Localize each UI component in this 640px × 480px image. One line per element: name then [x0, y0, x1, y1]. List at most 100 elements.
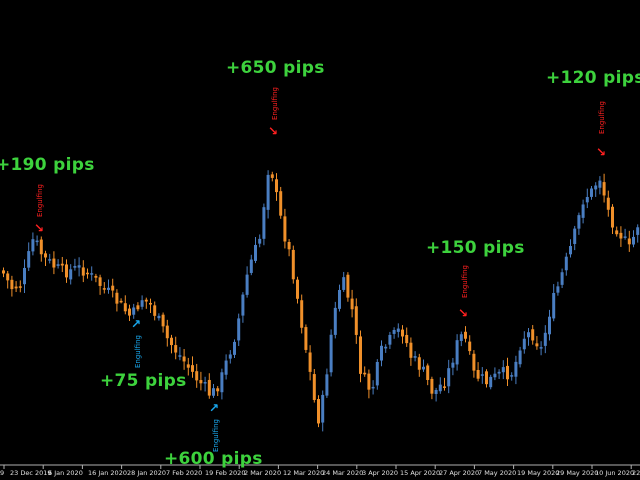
candle-body: [195, 371, 199, 381]
candle-body: [115, 292, 119, 304]
profit-label-150: +150 pips: [426, 238, 525, 258]
candle-body: [539, 347, 543, 349]
arrow-up-right-icon: ↗: [131, 317, 142, 331]
candle-body: [77, 265, 81, 268]
candle-body: [245, 274, 249, 295]
candle-body: [325, 374, 329, 396]
x-axis-label: 24 Mar 2020: [322, 469, 364, 477]
buy-signal-label: Engulfing: [212, 419, 220, 452]
candle-body: [81, 267, 85, 276]
candle-body: [573, 228, 577, 244]
candle-body: [333, 307, 337, 335]
candle-body: [178, 355, 182, 357]
candle-body: [186, 364, 190, 368]
candle-body: [623, 236, 627, 238]
candle-body: [44, 253, 47, 258]
candle-body: [359, 336, 362, 374]
candle-body: [136, 305, 140, 310]
candle-body: [392, 329, 396, 334]
candle-body: [153, 305, 157, 316]
profit-label-600: +600 pips: [164, 449, 263, 469]
arrow-down-right-icon: ↘: [458, 306, 469, 320]
x-axis-label: 7 May 2020: [478, 469, 517, 477]
x-axis-label: 2 Mar 2020: [244, 469, 282, 477]
candle-body: [581, 204, 585, 218]
candle-body: [338, 290, 341, 309]
candle-body: [514, 361, 518, 377]
sell-signal-label: Engulfing: [271, 87, 279, 120]
sell-signal-label: Engulfing: [598, 101, 606, 134]
candle-body: [10, 279, 14, 290]
candle-body: [228, 354, 232, 359]
candle-body: [321, 394, 325, 423]
candle-body: [506, 365, 509, 380]
candle-body: [279, 191, 283, 216]
candle-body: [102, 288, 106, 290]
candle-body: [241, 294, 245, 316]
candle-body: [380, 345, 383, 361]
candle-body: [254, 244, 257, 261]
candle-body: [56, 264, 60, 266]
candle-body: [304, 327, 308, 350]
candle-body: [632, 236, 635, 245]
buy-signal-label: Engulfing: [134, 335, 142, 368]
candle-body: [249, 259, 253, 273]
candle-body: [94, 275, 98, 278]
candle-body: [65, 264, 68, 278]
candle-body: [585, 197, 589, 203]
candle-body: [560, 272, 564, 285]
candle-body: [606, 197, 610, 210]
candle-body: [611, 206, 614, 228]
candle-body: [548, 316, 551, 335]
candle-body: [384, 346, 388, 349]
candle-body: [518, 350, 522, 365]
candle-body: [275, 179, 278, 193]
candle-body: [489, 376, 493, 388]
candle-body: [216, 388, 220, 392]
candle-body: [157, 315, 161, 319]
x-axis-label: 29 May 2020: [556, 469, 599, 477]
candle-body: [527, 332, 530, 338]
candle-body: [451, 362, 455, 368]
candle-body: [401, 329, 404, 337]
candle-body: [6, 273, 10, 281]
candle-body: [35, 240, 39, 243]
candle-body: [132, 307, 136, 315]
candle-body: [350, 298, 354, 310]
candle-body: [140, 300, 144, 307]
x-axis-ticks: [3, 465, 632, 469]
candle-body: [468, 341, 472, 352]
candle-body: [522, 338, 526, 350]
candle-body: [128, 308, 131, 316]
candle-body: [531, 329, 535, 341]
candle-body: [212, 388, 215, 396]
candle-body: [149, 302, 152, 305]
x-axis-label: 6 Jan 2020: [48, 469, 83, 477]
candle-body: [207, 379, 211, 396]
candle-body: [266, 174, 270, 210]
candle-body: [69, 269, 73, 280]
candle-body: [111, 285, 115, 291]
x-axis-label: 10 Jun 2020: [595, 469, 635, 477]
candle-body: [73, 266, 77, 268]
candle-body: [308, 352, 312, 372]
sell-signal-label: Engulfing: [461, 265, 469, 298]
profit-label-190: +190 pips: [0, 155, 95, 175]
candle-body: [220, 372, 224, 393]
candle-body: [480, 374, 484, 376]
candle-body: [388, 334, 392, 345]
candle-body: [170, 337, 173, 346]
candle-body: [510, 375, 514, 377]
candle-body: [203, 382, 207, 384]
arrow-up-right-icon: ↗: [209, 401, 220, 415]
candle-body: [107, 287, 110, 290]
candle-body: [455, 340, 459, 365]
candle-body: [476, 369, 480, 379]
candle-body: [52, 258, 56, 268]
candle-body: [174, 345, 178, 353]
candle-body: [396, 328, 400, 332]
candle-body: [300, 300, 304, 328]
candle-body: [312, 374, 316, 400]
candle-body: [438, 384, 442, 392]
